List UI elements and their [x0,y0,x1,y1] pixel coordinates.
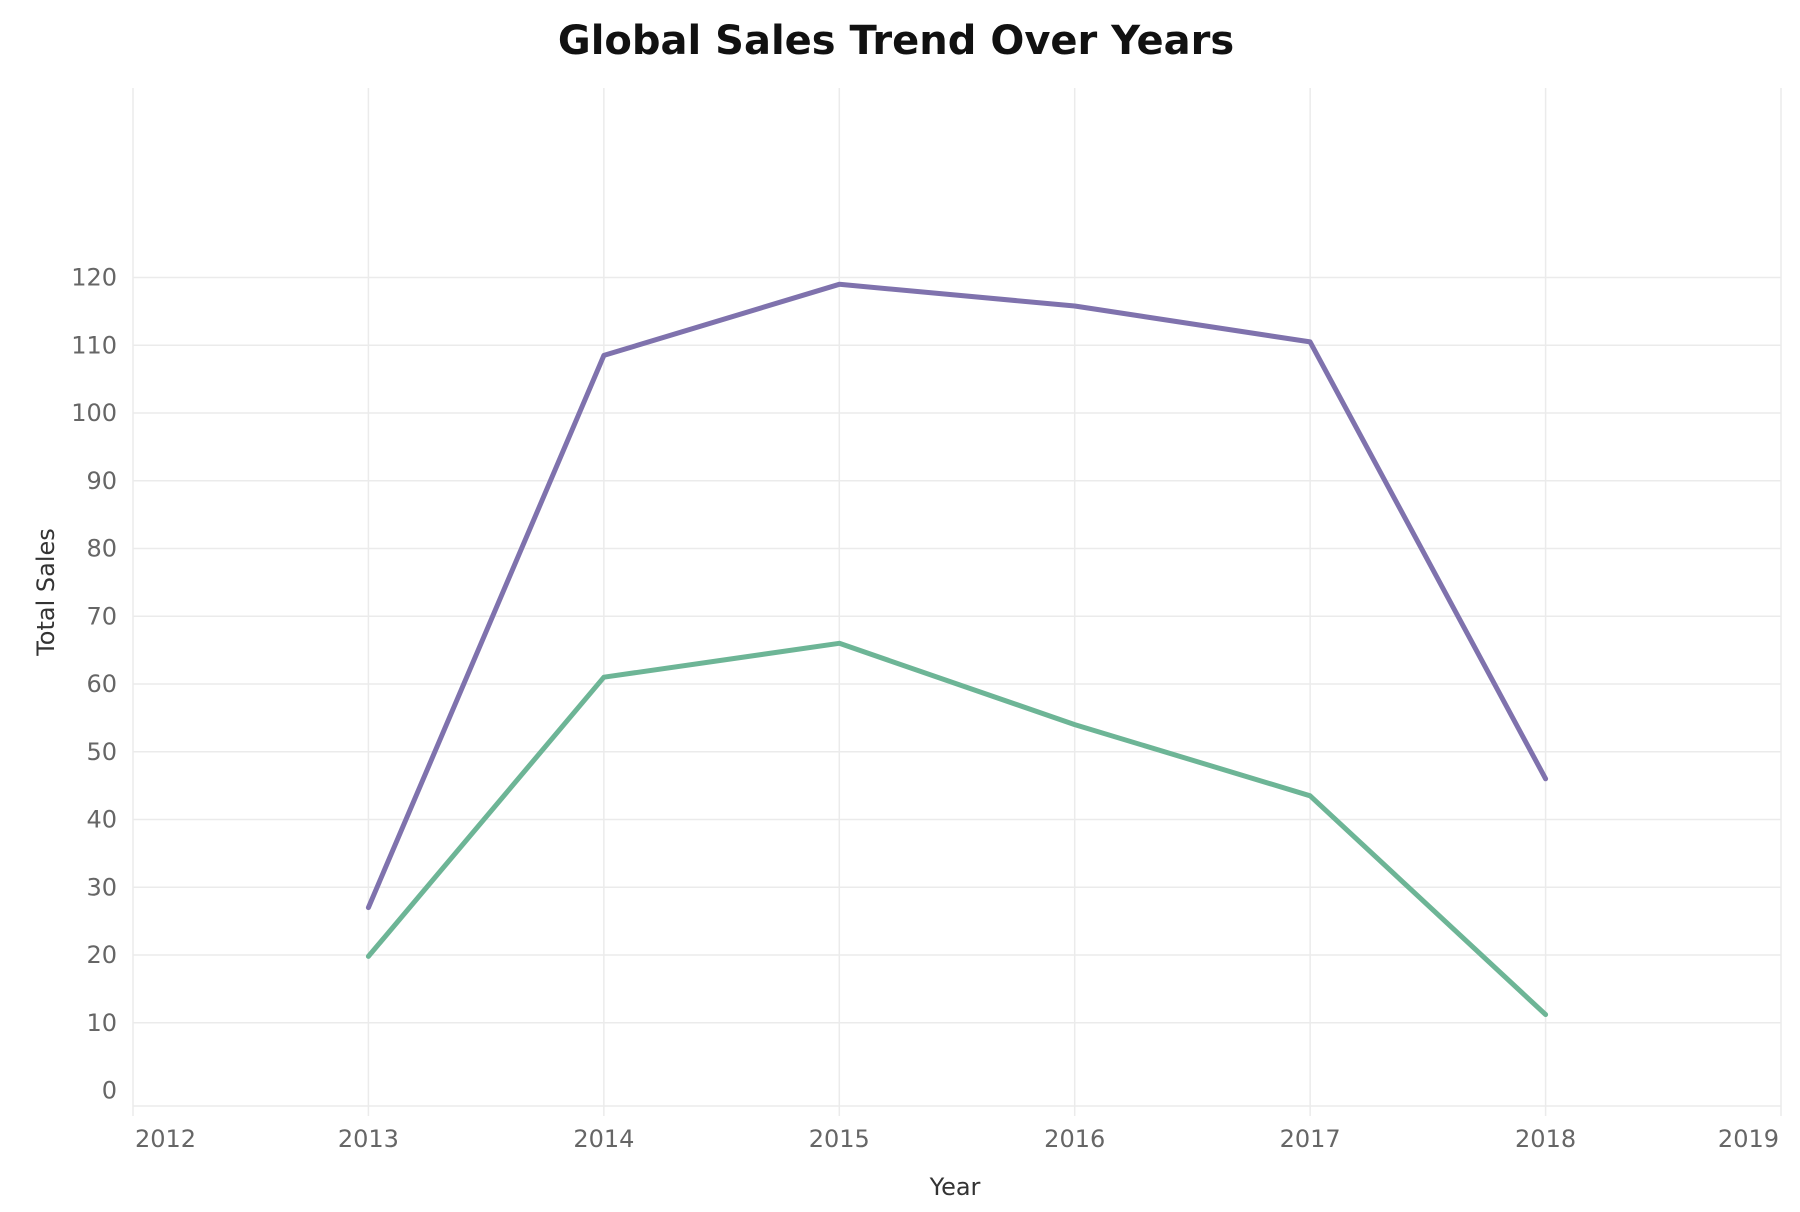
x-tick-label: 2018 [1515,1125,1576,1153]
series-line-1 [365,281,1549,911]
y-tick-label: 30 [86,873,117,901]
y-tick-label: 90 [86,467,117,495]
x-tick-label: 2019 [1718,1125,1779,1153]
x-tick-label: 2016 [1044,1125,1105,1153]
x-tick-label: 2017 [1280,1125,1341,1153]
y-tick-label: 60 [86,670,117,698]
y-tick-label: 80 [86,535,117,563]
y-tick-label: 20 [86,941,117,969]
y-tick-label: 0 [102,1077,117,1105]
x-axis: 2012 2013 2014 2015 2016 2017 2018 2019 [135,1125,1779,1153]
y-tick-label: 50 [86,738,117,766]
x-tick-label: 2015 [809,1125,870,1153]
y-tick-label: 100 [71,399,117,427]
y-tick-label: 110 [71,331,117,359]
plot-area [365,281,1549,1018]
y-axis: 0 10 20 30 40 50 60 70 80 90 100 110 120 [71,264,117,1105]
y-axis-label: Total Sales [32,528,60,657]
y-tick-label: 40 [86,806,117,834]
x-tick-label: 2013 [338,1125,399,1153]
series-line-2 [365,640,1549,1018]
y-tick-label: 120 [71,264,117,292]
y-tick-label: 10 [86,1009,117,1037]
x-tick-label: 2012 [135,1125,196,1153]
x-axis-label: Year [929,1173,981,1201]
grid [132,88,1782,1116]
x-tick-label: 2014 [573,1125,634,1153]
y-tick-label: 70 [86,602,117,630]
chart-title: Global Sales Trend Over Years [558,18,1234,64]
